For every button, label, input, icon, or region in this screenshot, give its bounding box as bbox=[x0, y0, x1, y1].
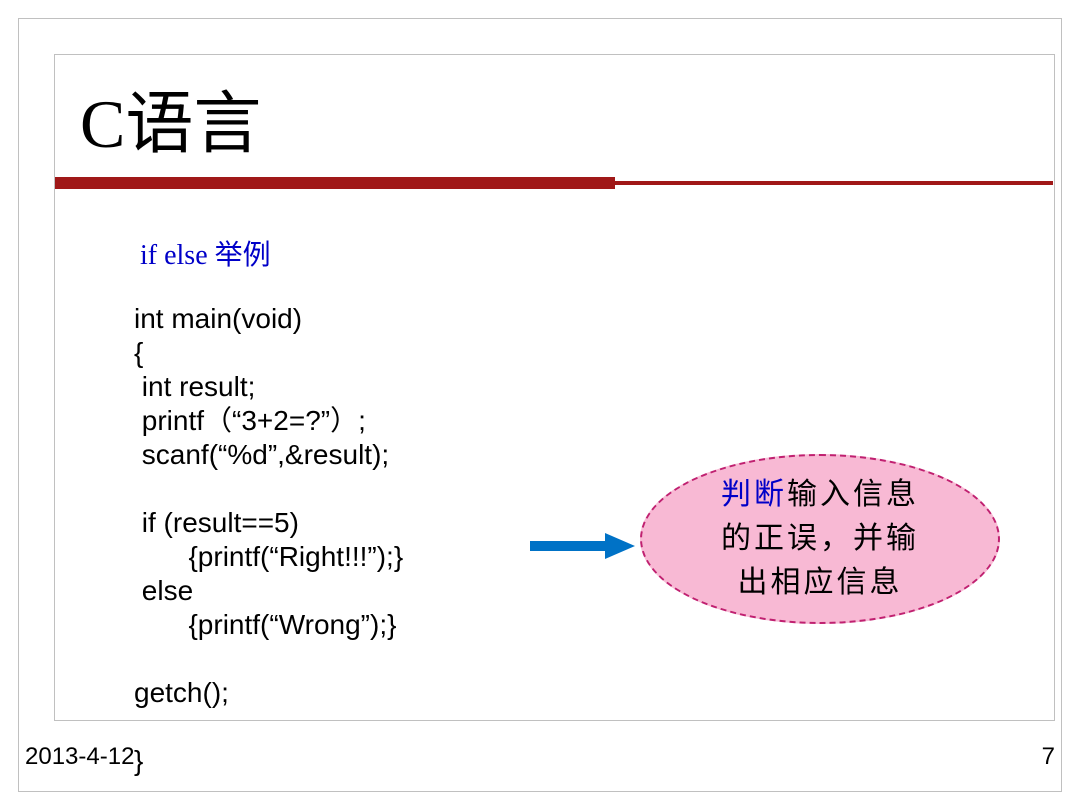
code-line: } bbox=[134, 745, 143, 776]
code-line: int result; bbox=[134, 371, 255, 402]
callout-line1-rest: 输入信息 bbox=[787, 478, 919, 511]
code-line: {printf(“Right!!!”);} bbox=[134, 541, 403, 572]
callout-keyword: 判断 bbox=[721, 478, 787, 511]
footer-page-number: 7 bbox=[1042, 743, 1055, 771]
footer-date: 2013-4-12 bbox=[25, 743, 134, 771]
code-line: scanf(“%d”,&result); bbox=[134, 439, 389, 470]
code-line: if (result==5) bbox=[134, 507, 299, 538]
callout-line2: 的正误，并输 bbox=[721, 522, 919, 555]
code-line: getch(); bbox=[134, 677, 229, 708]
slide-title: C语言 bbox=[80, 68, 261, 167]
code-line: {printf(“Wrong”);} bbox=[134, 609, 396, 640]
callout-bubble: 判断输入信息 的正误，并输 出相应信息 bbox=[640, 454, 1000, 624]
title-underline-thick bbox=[55, 177, 615, 189]
title-underline-thin bbox=[615, 181, 1053, 185]
subtitle: if else 举例 bbox=[140, 233, 271, 273]
code-line: else bbox=[134, 575, 193, 606]
callout-text: 判断输入信息 的正误，并输 出相应信息 bbox=[721, 473, 919, 605]
code-line: int main(void) bbox=[134, 303, 302, 334]
code-block: int main(void) { int result; printf（“3+2… bbox=[134, 302, 403, 778]
code-line: printf（“3+2=?”）; bbox=[134, 405, 366, 436]
code-line: { bbox=[134, 337, 143, 368]
callout-line3: 出相应信息 bbox=[738, 566, 903, 599]
